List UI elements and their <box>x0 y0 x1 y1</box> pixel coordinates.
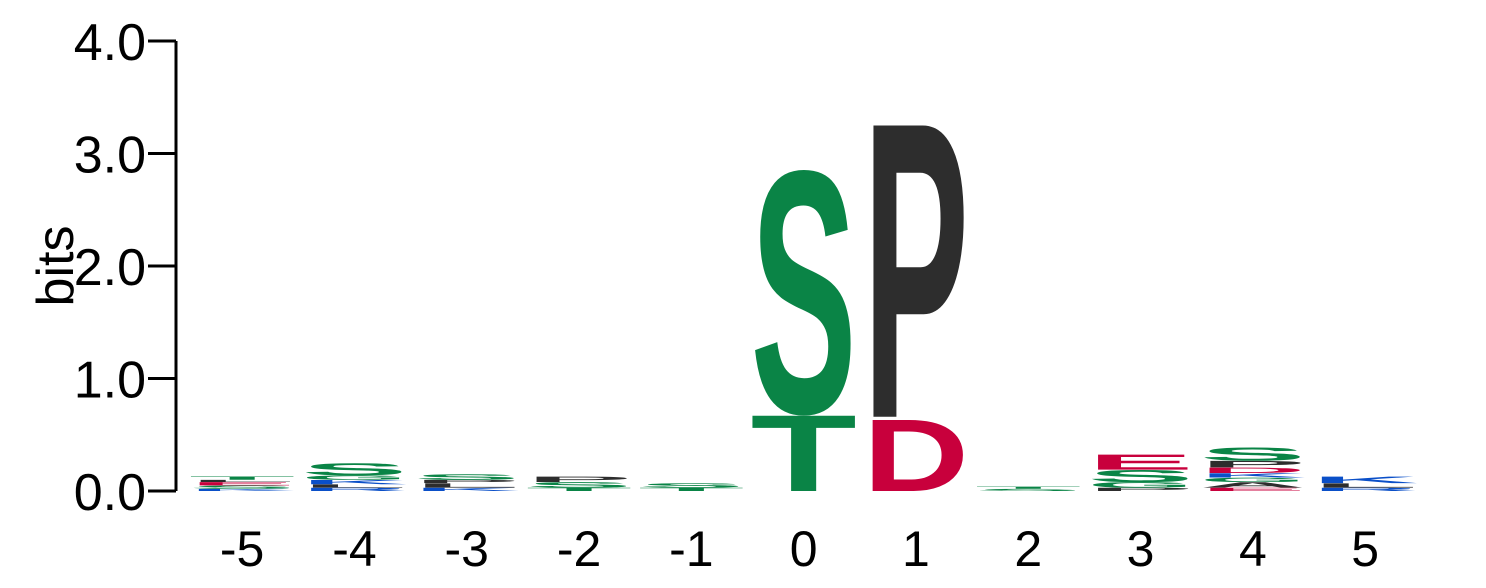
y-tick-label: 4.0 <box>74 14 146 72</box>
logo-letter: E <box>1087 450 1193 474</box>
letter-stack: TS <box>638 482 744 492</box>
logo-letter: G <box>1087 481 1193 490</box>
letter-stack: TSP <box>526 475 632 492</box>
y-tick-label: 0.0 <box>74 464 146 522</box>
x-tick-labels: -5 -4 -3 -2 -1 0 1 2 3 4 5 <box>220 521 1379 577</box>
logo-letter: L <box>414 482 520 489</box>
logo-letter: S <box>414 473 520 482</box>
x-tick-label: 0 <box>790 521 818 577</box>
logo-letter: D <box>863 398 969 513</box>
logo-letter: S <box>1087 467 1193 486</box>
logo-letter: T <box>975 486 1081 489</box>
logo-letter: G <box>301 474 407 481</box>
logo-letter: L <box>189 479 295 482</box>
logo-letter: K <box>1200 472 1306 479</box>
x-tick-label: 2 <box>1014 521 1042 577</box>
logo-letter: E <box>189 481 295 486</box>
x-tick-label: -2 <box>557 521 601 577</box>
logo-letter: S <box>189 485 295 490</box>
logo-letter: S <box>526 481 632 490</box>
logo-letter: T <box>526 487 632 492</box>
logo-letter: T <box>751 392 857 515</box>
y-tick-label: 1.0 <box>74 352 146 410</box>
logo-letter: T <box>638 487 744 492</box>
x-tick-label: 5 <box>1351 521 1379 577</box>
logo-letter: L <box>301 483 407 488</box>
y-axis: 0.0 1.0 2.0 3.0 4.0 <box>74 14 178 522</box>
logo-letter: S <box>1200 444 1306 465</box>
logo-letter: K <box>189 488 295 491</box>
x-tick-label: -4 <box>332 521 376 577</box>
logo-letter: L <box>1312 482 1418 489</box>
x-tick-label: -5 <box>220 521 264 577</box>
x-tick-label: 1 <box>902 521 930 577</box>
logo-letter: S <box>638 482 744 489</box>
logo-letter: R <box>1312 487 1418 492</box>
x-tick-label: -3 <box>445 521 489 577</box>
logo-letter: G <box>1200 476 1306 483</box>
x-tick-label: 3 <box>1127 521 1155 577</box>
logo-letter: P <box>863 33 969 507</box>
logo-letter: K <box>1312 475 1418 485</box>
letter-stack: TS <box>751 100 857 514</box>
logo-letter: P <box>414 479 520 484</box>
letter-stack: DP <box>863 33 969 513</box>
logo-letter: E <box>1200 487 1306 492</box>
logo-letter: A <box>1200 481 1306 490</box>
y-tick-label: 3.0 <box>74 127 146 185</box>
logo-letter: D <box>1200 466 1306 475</box>
logo-letter: S <box>975 488 1081 491</box>
logo-letter: P <box>1087 487 1193 492</box>
letter-stack: RLK <box>1312 475 1418 492</box>
logo-letter: P <box>1200 459 1306 469</box>
logo-letter: S <box>751 100 857 487</box>
x-tick-label: 4 <box>1239 521 1267 577</box>
logo-letter: T <box>189 476 295 481</box>
y-axis-label: bits <box>27 226 85 307</box>
logo-letter: R <box>301 487 407 492</box>
logo-letter: K <box>301 479 407 486</box>
logo-letter: P <box>526 475 632 484</box>
x-tick-label: -1 <box>669 521 713 577</box>
logo-letter: S <box>301 460 407 479</box>
logo-letter: K <box>414 487 520 492</box>
y-tick-label: 2.0 <box>74 239 146 297</box>
letter-stack: ST <box>975 486 1081 492</box>
